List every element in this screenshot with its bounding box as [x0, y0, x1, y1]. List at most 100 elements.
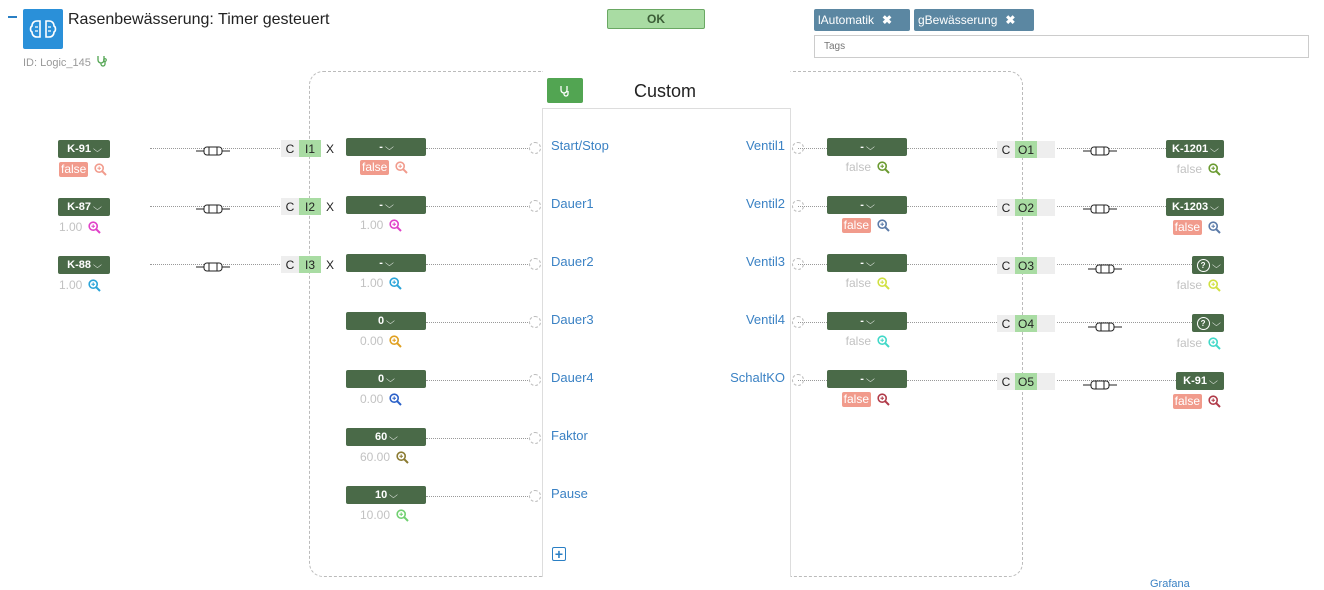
output-mapping: C O4	[997, 315, 1055, 332]
close-icon[interactable]: ✖	[1005, 13, 1016, 27]
value-readout: false	[1177, 162, 1221, 176]
mapping-c: C	[997, 257, 1015, 274]
magnifier-icon[interactable]	[877, 393, 890, 406]
magnifier-icon[interactable]	[389, 276, 403, 290]
value-select[interactable]: K-88 ⌵	[58, 256, 110, 274]
mapping-c: C	[997, 141, 1015, 158]
value-select-label: 0	[378, 315, 385, 327]
value-select[interactable]: - ⌵	[827, 312, 907, 330]
value-readout: 1.00	[360, 276, 403, 290]
mapping-x[interactable]: X	[325, 257, 334, 272]
chevron-down-icon: ⌵	[1208, 375, 1218, 386]
chevron-down-icon: ⌵	[384, 199, 394, 210]
value-select[interactable]: K-87 ⌵	[58, 198, 110, 216]
value-readout: 0.00	[360, 392, 403, 406]
value-text: false	[1176, 336, 1202, 350]
value-select-label: -	[860, 373, 864, 385]
ok-button[interactable]: OK	[607, 9, 705, 29]
value-select[interactable]: - ⌵	[827, 196, 907, 214]
value-select[interactable]: 10 ⌵	[346, 486, 426, 504]
input-port[interactable]	[529, 490, 541, 502]
input-port[interactable]	[529, 374, 541, 386]
value-select[interactable]: - ⌵	[827, 138, 907, 156]
magnifier-icon[interactable]	[1208, 395, 1221, 408]
mapping-x[interactable]: X	[325, 199, 334, 214]
value-readout: false	[841, 218, 890, 233]
magnifier-icon[interactable]	[88, 220, 102, 234]
magnifier-icon[interactable]	[94, 163, 108, 176]
wire	[426, 438, 532, 439]
magnifier-icon[interactable]	[1208, 278, 1221, 292]
value-select-label: -	[860, 141, 864, 153]
input-port-label: Dauer3	[551, 312, 594, 327]
close-icon[interactable]: ✖	[882, 13, 893, 27]
magnifier-icon[interactable]	[389, 334, 403, 348]
value-select-label: K-88	[67, 259, 91, 271]
tags-input[interactable]	[814, 35, 1309, 58]
plus-icon[interactable]: +	[552, 547, 566, 561]
chevron-down-icon: ⌵	[865, 199, 875, 210]
value-select[interactable]: ? ⌵	[1192, 256, 1224, 274]
mapping-pad	[1037, 199, 1055, 216]
mapping-c: C	[281, 140, 299, 157]
connector-icon	[1088, 261, 1122, 279]
input-port[interactable]	[529, 142, 541, 154]
mapping-io: I2	[299, 198, 321, 215]
mapping-x[interactable]: X	[325, 141, 334, 156]
magnifier-icon[interactable]	[877, 276, 890, 290]
input-port[interactable]	[529, 316, 541, 328]
magnifier-icon[interactable]	[396, 508, 409, 522]
chevron-down-icon: ⌵	[1211, 317, 1221, 328]
value-select-label: -	[379, 257, 383, 269]
magnifier-icon[interactable]	[1208, 221, 1221, 234]
value-select[interactable]: - ⌵	[346, 196, 426, 214]
magnifier-icon[interactable]	[1208, 336, 1221, 350]
tag-label: lAutomatik	[818, 13, 875, 27]
question-icon: ?	[1196, 258, 1210, 272]
wire	[798, 206, 827, 207]
value-select[interactable]: K-91 ⌵	[58, 140, 110, 158]
connector-icon	[1083, 377, 1117, 395]
stethoscope-icon[interactable]	[96, 55, 108, 70]
wire	[798, 322, 827, 323]
custom-module-header	[542, 72, 791, 109]
wire	[426, 148, 532, 149]
input-port[interactable]	[529, 200, 541, 212]
magnifier-icon[interactable]	[396, 450, 409, 464]
value-select[interactable]: ? ⌵	[1192, 314, 1224, 332]
value-select[interactable]: - ⌵	[827, 370, 907, 388]
value-select[interactable]: 0 ⌵	[346, 312, 426, 330]
brain-icon	[23, 9, 63, 49]
value-readout: false	[1177, 278, 1221, 292]
value-select[interactable]: - ⌵	[827, 254, 907, 272]
magnifier-icon[interactable]	[395, 161, 409, 174]
value-select-label: -	[860, 257, 864, 269]
value-select[interactable]: 60 ⌵	[346, 428, 426, 446]
value-select[interactable]: 0 ⌵	[346, 370, 426, 388]
value-select[interactable]: - ⌵	[346, 138, 426, 156]
module-title: Custom	[634, 81, 697, 101]
input-port[interactable]	[529, 258, 541, 270]
collapse-toggle[interactable]	[8, 16, 17, 18]
wire	[1057, 264, 1192, 265]
stethoscope-icon[interactable]	[547, 78, 583, 103]
tag-chip: lAutomatik ✖	[814, 9, 910, 31]
wire	[1057, 206, 1166, 207]
value-select[interactable]: K-1203 ⌵	[1166, 198, 1224, 216]
value-select[interactable]: K-91 ⌵	[1176, 372, 1224, 390]
magnifier-icon[interactable]	[877, 219, 890, 232]
input-port-label: Dauer4	[551, 370, 594, 385]
magnifier-icon[interactable]	[877, 334, 890, 348]
value-readout: false	[1177, 336, 1221, 350]
value-select[interactable]: - ⌵	[346, 254, 426, 272]
magnifier-icon[interactable]	[1208, 162, 1221, 176]
grafana-link[interactable]: Grafana	[1150, 578, 1190, 590]
mapping-io: O3	[1015, 257, 1037, 274]
value-select[interactable]: K-1201 ⌵	[1166, 140, 1224, 158]
chevron-down-icon: ⌵	[386, 315, 395, 326]
magnifier-icon[interactable]	[389, 392, 403, 406]
magnifier-icon[interactable]	[88, 278, 102, 292]
input-port[interactable]	[529, 432, 541, 444]
magnifier-icon[interactable]	[877, 160, 890, 174]
magnifier-icon[interactable]	[389, 218, 403, 232]
